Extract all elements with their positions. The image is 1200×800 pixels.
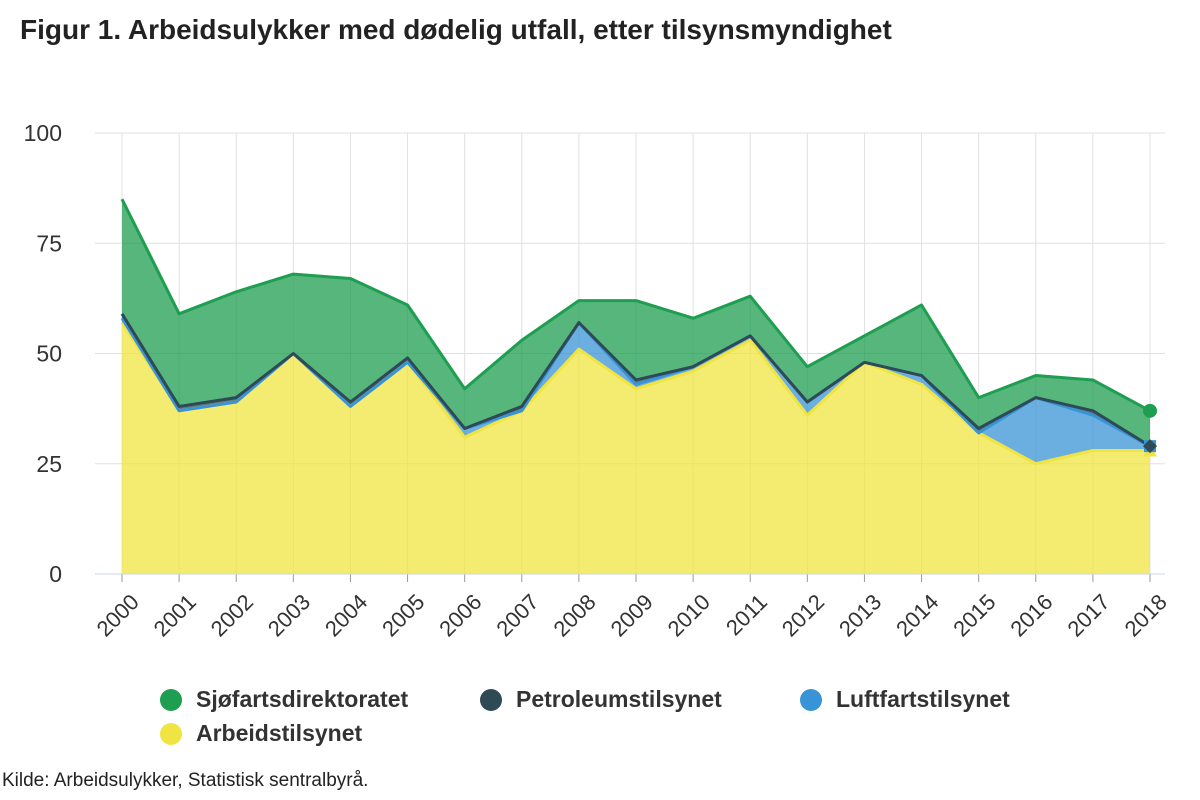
x-tick-label: 2006 <box>434 589 486 641</box>
end-markers <box>1143 403 1157 457</box>
x-tick-label: 2002 <box>206 589 258 641</box>
y-tick-label: 100 <box>24 120 62 146</box>
y-tick-label: 25 <box>36 451 62 477</box>
legend-label: Sjøfartsdirektoratet <box>196 686 409 712</box>
x-tick-label: 2013 <box>834 589 886 641</box>
x-tick-label: 2001 <box>149 589 201 641</box>
legend-swatch <box>480 688 502 711</box>
series-lines <box>120 198 1151 466</box>
x-tick-label: 2009 <box>606 589 658 641</box>
end-marker-circle <box>1143 403 1157 418</box>
x-tick-label: 2010 <box>663 589 715 641</box>
x-tick-label: 2004 <box>320 589 372 641</box>
area-1 <box>122 318 1150 464</box>
end-marker-diamond <box>1143 439 1157 454</box>
legend-label: Arbeidstilsynet <box>196 720 363 746</box>
series-line-2 <box>120 313 1151 448</box>
x-axis: 2000 2001 2002 2003 2004 2005 2006 2007 2008 2009… <box>92 573 1172 641</box>
x-tick-label: 2012 <box>777 589 829 641</box>
x-tick-label: 2018 <box>1120 589 1172 641</box>
y-tick-label: 50 <box>36 341 62 367</box>
y-axis: 0 25 50 75 100 <box>24 120 62 587</box>
source-note: Kilde: Arbeidsulykker, Statistisk sentra… <box>2 770 369 791</box>
x-tick-label: 2000 <box>92 589 144 641</box>
y-tick-label: 75 <box>36 230 62 256</box>
legend-label: Luftfartstilsynet <box>836 686 1010 712</box>
x-tick-label: 2008 <box>548 589 600 641</box>
x-tick-label: 2007 <box>491 589 543 641</box>
x-tick-label: 2011 <box>721 589 772 640</box>
x-tick-label: 2016 <box>1005 589 1057 641</box>
legend-swatch <box>160 688 182 711</box>
x-tick-label: 2005 <box>377 589 429 641</box>
x-tick-label: 2003 <box>263 589 315 641</box>
area-3 <box>122 199 1150 447</box>
y-tick-label: 0 <box>49 561 62 587</box>
series-line-3 <box>120 198 1151 413</box>
x-tick-label: 2015 <box>948 589 1000 641</box>
legend-label: Petroleumstilsynet <box>516 686 722 712</box>
legend-item[interactable]: Luftfartstilsynet <box>800 686 1010 713</box>
legend-swatch <box>800 688 822 711</box>
chart-title: Figur 1. Arbeidsulykker med dødelig utfa… <box>20 14 892 45</box>
legend-item[interactable]: Sjøfartsdirektoratet <box>160 686 408 713</box>
legend-item[interactable]: Arbeidstilsynet <box>160 720 362 747</box>
legend-swatch <box>160 722 182 745</box>
x-tick-label: 2017 <box>1062 589 1114 641</box>
legend-item[interactable]: Petroleumstilsynet <box>480 686 722 713</box>
x-tick-label: 2014 <box>891 589 943 641</box>
